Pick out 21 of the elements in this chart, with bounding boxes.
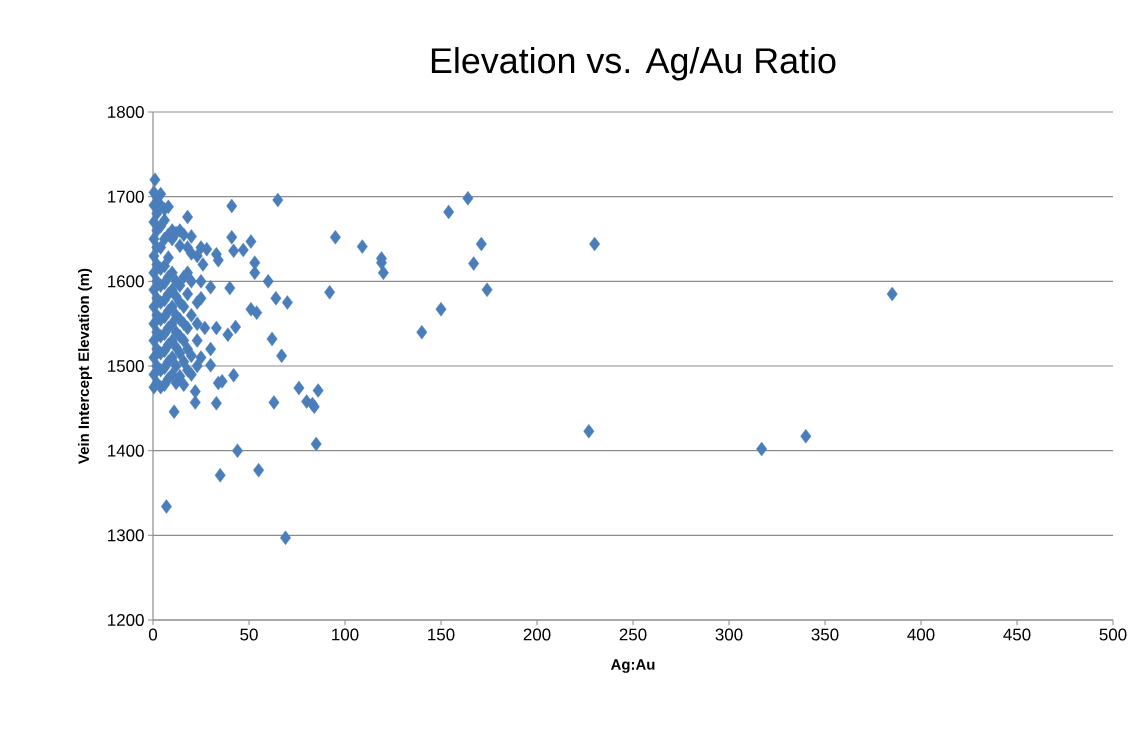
x-tick-label: 50 <box>240 628 258 641</box>
chart-title: Elevation vs. Ag/Au Ratio <box>431 47 836 81</box>
x-tick-label: 0 <box>148 628 158 641</box>
y-tick-label: 1800 <box>108 106 144 118</box>
x-tick-label: 100 <box>332 628 359 641</box>
x-axis-title: Ag:Au <box>610 659 655 673</box>
y-tick-label: 1500 <box>108 360 144 372</box>
y-tick-label: 1700 <box>108 190 144 203</box>
y-tick-label: 1600 <box>108 275 144 288</box>
y-axis-title: Vein Intercept Elevation (m) <box>78 268 92 464</box>
y-tick-label: 1300 <box>108 529 144 542</box>
x-tick-label: 500 <box>1099 628 1127 641</box>
x-tick-label: 150 <box>428 628 455 641</box>
y-tick-label: 1200 <box>108 614 144 626</box>
x-tick-label: 200 <box>523 628 551 641</box>
x-tick-label: 450 <box>1003 628 1031 641</box>
x-tick-label: 400 <box>907 628 935 641</box>
x-tick-label: 300 <box>715 628 743 641</box>
x-tick-label: 350 <box>811 628 839 641</box>
y-tick-label: 1400 <box>108 444 144 457</box>
x-tick-label: 250 <box>619 628 647 641</box>
